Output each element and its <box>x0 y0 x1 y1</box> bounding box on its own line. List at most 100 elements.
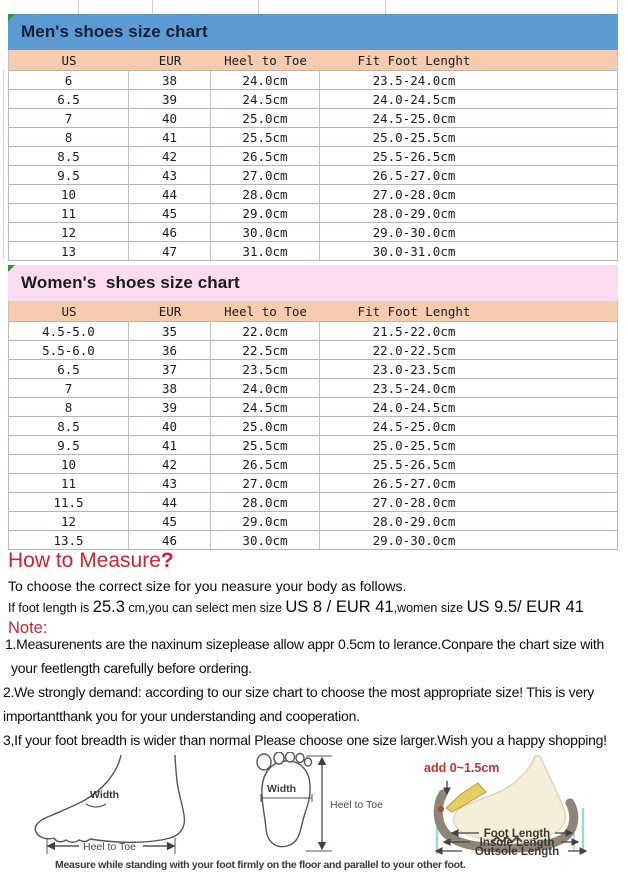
table-cell: 43 <box>129 474 211 492</box>
table-cell: 25.0-25.5cm <box>372 129 456 145</box>
table-cell <box>508 242 617 260</box>
table-cell <box>508 128 617 146</box>
table-cell: 12 <box>9 512 129 530</box>
table-cell: 37 <box>129 360 211 378</box>
table-cell: 24.5-25.0cm <box>372 110 456 126</box>
table-cell: 30.0-31.0cm <box>372 243 456 259</box>
table-cell: 24.5-25.0cm <box>372 418 456 434</box>
table-row: 10 42 26.5cm 25.5-26.5cm <box>9 455 617 474</box>
mens-chart-title-bar: Men's shoes size chart <box>8 14 618 50</box>
table-cell: 43 <box>129 166 211 184</box>
table-cell: 24.5cm <box>211 398 320 416</box>
table-cell: 4.5-5.0 <box>9 322 129 340</box>
mens-table-body: 6 38 24.0cm 23.5-24.0cm 6.5 39 24.5cm 24.0-24.5… <box>8 71 618 261</box>
table-cell <box>508 322 617 340</box>
table-cell <box>508 379 617 397</box>
corner-triangle-icon <box>8 14 15 21</box>
table-cell <box>508 417 617 435</box>
table-row: 8 39 24.5cm 24.0-24.5cm <box>9 398 617 417</box>
column-header-empty <box>508 50 617 70</box>
table-cell: 40 <box>129 417 211 435</box>
table-cell: 5.5-6.0 <box>9 341 129 359</box>
table-cell: 29.0cm <box>211 512 320 530</box>
table-cell: 42 <box>129 455 211 473</box>
table-gap <box>8 261 618 265</box>
table-cell: 29.0cm <box>211 204 320 222</box>
table-cell: 25.0cm <box>211 109 320 127</box>
gridline <box>258 0 259 14</box>
womens-chart-title: Women's shoes size chart <box>21 273 240 292</box>
table-cell: 27.0-28.0cm <box>372 186 456 202</box>
table-cell: 47 <box>129 242 211 260</box>
table-cell: 23.5-24.0cm <box>372 72 456 88</box>
table-cell: 39 <box>129 90 211 108</box>
table-cell: 45 <box>129 512 211 530</box>
table-cell: 9.5 <box>9 166 129 184</box>
column-header-us: US <box>61 52 77 68</box>
note-line: importantthank you for your understandin… <box>3 708 360 724</box>
table-cell: 24.0cm <box>211 71 320 89</box>
table-cell: 46 <box>129 531 211 549</box>
table-cell: 24.0-24.5cm <box>372 399 456 415</box>
table-cell <box>508 398 617 416</box>
table-cell <box>508 512 617 530</box>
table-cell <box>508 360 617 378</box>
table-cell: 22.5cm <box>211 341 320 359</box>
table-cell: 8.5 <box>9 417 129 435</box>
table-row: 11 43 27.0cm 26.5-27.0cm <box>9 474 617 493</box>
table-cell: 22.0-22.5cm <box>372 342 456 358</box>
size-example-line: If foot length is 25.3 cm,you can select… <box>8 598 584 616</box>
table-cell: 10 <box>9 185 129 203</box>
table-cell: 27.0cm <box>211 474 320 492</box>
table-row: 8.5 40 25.0cm 24.5-25.0cm <box>9 417 617 436</box>
outsole-length-label: Outsole Length <box>475 846 559 858</box>
toe-marker <box>438 806 444 812</box>
table-cell: 25.0cm <box>211 417 320 435</box>
table-cell: 38 <box>129 71 211 89</box>
footprint-heel-to-toe-label: Heel to Toe <box>330 799 383 811</box>
table-cell <box>508 436 617 454</box>
length-arrows <box>434 829 588 855</box>
table-cell: 28.0-29.0cm <box>372 205 456 221</box>
table-cell: 42 <box>129 147 211 165</box>
note-label: Note: <box>8 619 48 637</box>
table-cell: 38 <box>129 379 211 397</box>
table-row: 10 44 28.0cm 27.0-28.0cm <box>9 185 617 204</box>
table-cell <box>508 341 617 359</box>
table-cell: 31.0cm <box>211 242 320 260</box>
table-cell: 8 <box>9 128 129 146</box>
table-cell: 8 <box>9 398 129 416</box>
table-cell: 27.0cm <box>211 166 320 184</box>
table-cell: 30.0cm <box>211 223 320 241</box>
table-cell: 6.5 <box>9 90 129 108</box>
gridline <box>617 0 618 14</box>
table-row: 11.5 44 28.0cm 27.0-28.0cm <box>9 493 617 512</box>
table-row: 6 38 24.0cm 23.5-24.0cm <box>9 71 617 90</box>
table-cell <box>508 474 617 492</box>
table-cell: 41 <box>129 436 211 454</box>
footprint-width-label: Width <box>267 783 296 795</box>
table-cell <box>508 204 617 222</box>
table-cell: 9.5 <box>9 436 129 454</box>
table-cell: 29.0-30.0cm <box>372 224 456 240</box>
table-cell: 26.5cm <box>211 455 320 473</box>
table-cell <box>508 71 617 89</box>
note-line: 1.Measurenents are the naxinum sizepleas… <box>5 636 605 652</box>
table-cell: 10 <box>9 455 129 473</box>
table-row: 5.5-6.0 36 22.5cm 22.0-22.5cm <box>9 341 617 360</box>
outsole-outline <box>433 789 579 853</box>
note-line: your feetlength carefully before orderin… <box>11 660 252 676</box>
table-cell <box>508 166 617 184</box>
gridline <box>152 0 153 14</box>
foot-length-label: Foot Length <box>484 828 550 840</box>
table-cell: 11.5 <box>9 493 129 511</box>
table-cell: 13 <box>9 242 129 260</box>
column-header-heel: Heel to Toe <box>224 52 307 68</box>
footprint-diagram <box>256 752 332 852</box>
table-cell <box>508 493 617 511</box>
table-cell: 8.5 <box>9 147 129 165</box>
womens-table-body: 4.5-5.0 35 22.0cm 21.5-22.0cm 5.5-6.0 36 22.5c… <box>8 322 618 550</box>
how-to-measure-title: How to Measure? <box>8 549 174 572</box>
table-cell: 28.0cm <box>211 185 320 203</box>
